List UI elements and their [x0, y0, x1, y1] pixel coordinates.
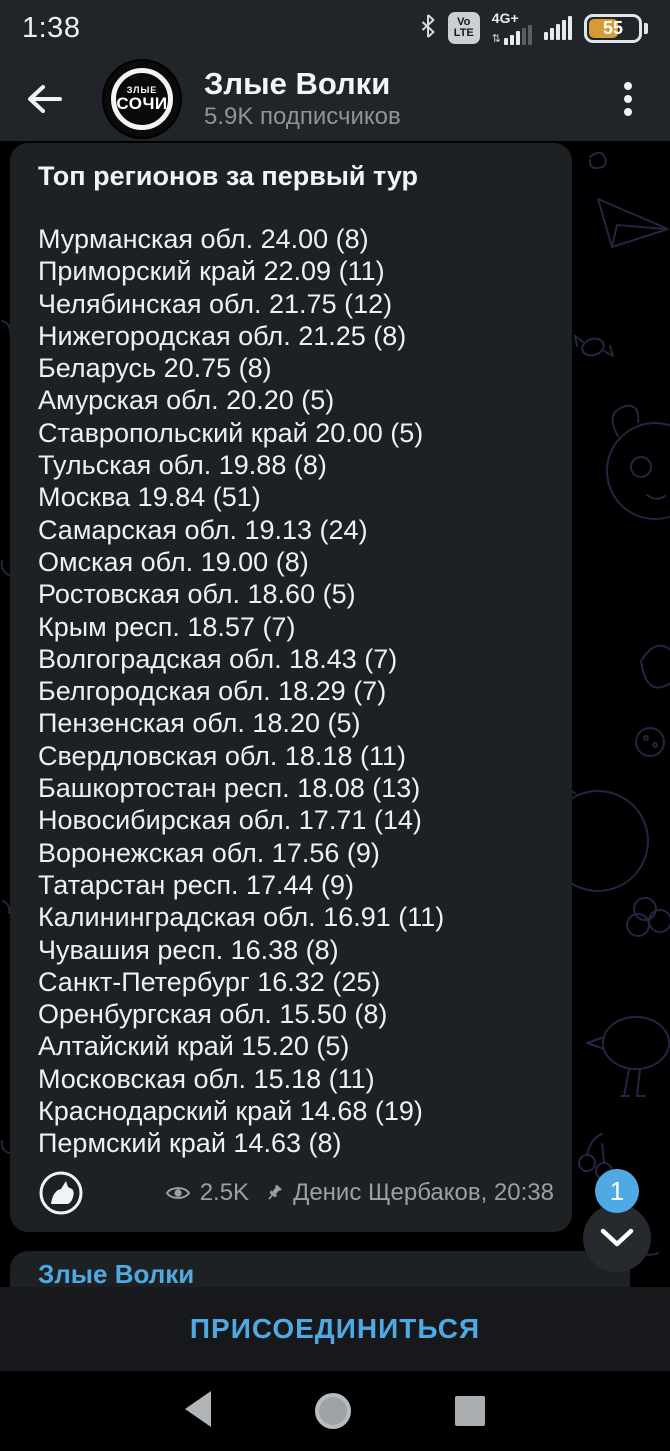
android-nav-bar — [0, 1371, 670, 1451]
status-icons: Vo LTE 4G+ ⇅ 55 — [420, 11, 648, 45]
nav-home-button[interactable] — [315, 1393, 351, 1429]
region-line: Калининградская обл. 16.91 (11) — [38, 902, 445, 933]
region-line: Челябинская обл. 21.75 (12) — [38, 288, 393, 319]
subscriber-count: 5.9K подписчиков — [204, 102, 401, 130]
message-signature: Денис Щербаков, 20:38 — [293, 1178, 554, 1206]
region-line: Санкт-Петербург 16.32 (25) — [38, 966, 381, 997]
region-line: Нижегородская обл. 21.25 (8) — [38, 320, 407, 351]
scroll-to-bottom-button[interactable] — [583, 1204, 651, 1272]
region-line: Мурманская обл. 24.00 (8) — [38, 224, 369, 254]
region-line: Пензенская обл. 18.20 (5) — [38, 708, 361, 739]
back-button[interactable] — [22, 77, 66, 121]
wolf-logo-icon — [39, 1171, 83, 1215]
message-bubble[interactable]: Топ регионов за первый тур Мурманская об… — [10, 143, 572, 1232]
avatar-ring — [111, 67, 173, 130]
region-line: Пермский край 14.63 (8) — [38, 1128, 342, 1159]
join-button[interactable]: ПРИСОЕДИНИТЬСЯ — [189, 1313, 481, 1344]
views-eye-icon — [165, 1184, 191, 1202]
pin-icon — [264, 1183, 284, 1203]
region-line: Воронежская обл. 17.56 (9) — [38, 837, 380, 868]
signal-bars-icon — [504, 25, 532, 45]
message-meta: 2.5K Денис Щербаков, 20:38 — [165, 1179, 554, 1207]
data-arrows-icon: ⇅ — [491, 33, 501, 45]
status-bar: 1:38 Vo LTE 4G+ ⇅ 5 — [0, 0, 670, 56]
volte-icon: Vo LTE — [447, 12, 480, 44]
chevron-down-icon — [600, 1228, 634, 1247]
join-bar: ПРИСОЕДИНИТЬСЯ — [0, 1287, 670, 1371]
channel-title: Злые Волки — [204, 65, 391, 101]
region-line: Башкортостан респ. 18.08 (13) — [38, 773, 421, 804]
region-line: Крым респ. 18.57 (7) — [38, 611, 296, 642]
battery-level: 55 — [602, 17, 624, 38]
cellular-signal-1: 4G+ ⇅ — [492, 11, 532, 45]
region-line: Алтайский край 15.20 (5) — [38, 1031, 350, 1062]
region-line: Тульская обл. 19.88 (8) — [38, 450, 327, 481]
region-list: Мурманская обл. 24.00 (8) Приморский край… — [38, 223, 554, 1160]
region-line: Белгородская обл. 18.29 (7) — [38, 676, 387, 707]
chat-header: ЗЛЫЕ СОЧИ Злые Волки 5.9K подписчиков — [0, 56, 670, 141]
region-line: Оренбургская обл. 15.50 (8) — [38, 999, 388, 1030]
region-line: Московская обл. 15.18 (11) — [38, 1063, 375, 1094]
next-message-author[interactable]: Злые Волки — [38, 1259, 195, 1287]
message-title: Топ регионов за первый тур — [38, 161, 419, 191]
next-message-bubble[interactable]: Злые Волки — [10, 1251, 630, 1287]
chat-area: Топ регионов за первый тур Мурманская об… — [0, 141, 670, 1287]
region-line: Приморский край 22.09 (11) — [38, 256, 385, 287]
nav-back-button[interactable] — [185, 1390, 211, 1432]
views-count: 2.5K — [199, 1178, 250, 1206]
bluetooth-icon — [420, 13, 436, 43]
message-footer: 2.5K Денис Щербаков, 20:38 — [38, 1170, 554, 1216]
region-line: Новосибирская обл. 17.71 (14) — [38, 805, 422, 836]
network-type-label: 4G+ — [491, 10, 519, 26]
region-line: Амурская обл. 20.20 (5) — [38, 385, 335, 416]
region-line: Ростовская обл. 18.60 (5) — [38, 579, 356, 610]
battery-icon: 55 — [584, 13, 648, 43]
region-line: Волгоградская обл. 18.43 (7) — [38, 643, 398, 674]
region-line: Омская обл. 19.00 (8) — [38, 546, 309, 577]
region-line: Татарстан респ. 17.44 (9) — [38, 869, 355, 900]
region-line: Беларусь 20.75 (8) — [38, 353, 272, 384]
kebab-menu-button[interactable] — [608, 75, 648, 123]
region-line: Чувашия респ. 16.38 (8) — [38, 934, 339, 965]
unread-count-badge: 1 — [595, 1169, 639, 1213]
wallpaper-doodles — [0, 151, 670, 1256]
volte-line1: Vo — [457, 16, 471, 28]
region-line: Ставропольский край 20.00 (5) — [38, 417, 424, 448]
region-line: Москва 19.84 (51) — [38, 482, 261, 513]
channel-avatar[interactable]: ЗЛЫЕ СОЧИ — [102, 58, 182, 139]
volte-line2: LTE — [453, 27, 474, 39]
nav-recents-button[interactable] — [455, 1396, 485, 1426]
region-line: Свердловская обл. 18.18 (11) — [38, 740, 406, 771]
clock: 1:38 — [22, 11, 81, 44]
signal-bars-2-icon — [544, 16, 572, 40]
channel-info[interactable]: Злые Волки 5.9K подписчиков — [204, 66, 401, 132]
region-line: Краснодарский край 14.68 (19) — [38, 1096, 423, 1127]
region-line: Самарская обл. 19.13 (24) — [38, 514, 368, 545]
